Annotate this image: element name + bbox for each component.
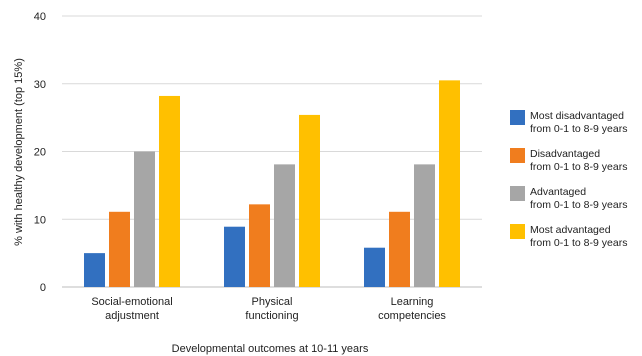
bar [274,164,295,287]
y-tick-label: 10 [34,214,46,226]
bars [84,80,460,287]
x-axis-categories: Social-emotional adjustment Physical functi… [91,296,446,322]
bar [439,80,460,287]
y-tick-label: 30 [34,79,46,91]
legend-swatch [510,186,525,201]
y-tick-label: 20 [34,147,46,159]
x-category-label: Social-emotional adjustment [91,296,172,322]
bar [134,151,155,287]
y-axis-title: % with healthy development (top 15%) [13,58,25,246]
x-category-label: Learning competencies [378,296,446,322]
y-axis-ticks: 0 10 20 30 40 [34,11,46,294]
legend-label: Most advantaged from 0-1 to 8-9 years [530,224,627,249]
legend-swatch [510,110,525,125]
bar [299,114,320,287]
bar [224,226,245,287]
legend-label: Most disadvantaged from 0-1 to 8-9 years [530,110,627,135]
y-tick-label: 0 [40,282,46,294]
gridlines [62,15,482,288]
legend-label: Advantaged from 0-1 to 8-9 years [530,186,627,211]
bar [84,253,105,287]
x-category-label: Physical functioning [245,296,298,322]
x-axis-title: Developmental outcomes at 10-11 years [172,343,369,355]
bar [364,247,385,287]
bar [414,164,435,287]
bar [159,95,180,287]
bar [109,211,130,287]
legend-swatch [510,148,525,163]
bar [249,204,270,287]
legend: Most disadvantaged from 0-1 to 8-9 years D… [510,110,627,249]
legend-label: Disadvantaged from 0-1 to 8-9 years [530,148,627,173]
y-tick-label: 40 [34,11,46,23]
bar [389,211,410,287]
legend-swatch [510,224,525,239]
